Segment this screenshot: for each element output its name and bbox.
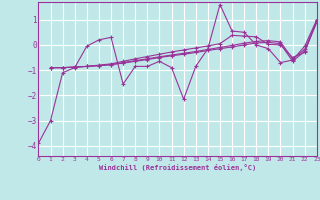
X-axis label: Windchill (Refroidissement éolien,°C): Windchill (Refroidissement éolien,°C) [99, 164, 256, 171]
